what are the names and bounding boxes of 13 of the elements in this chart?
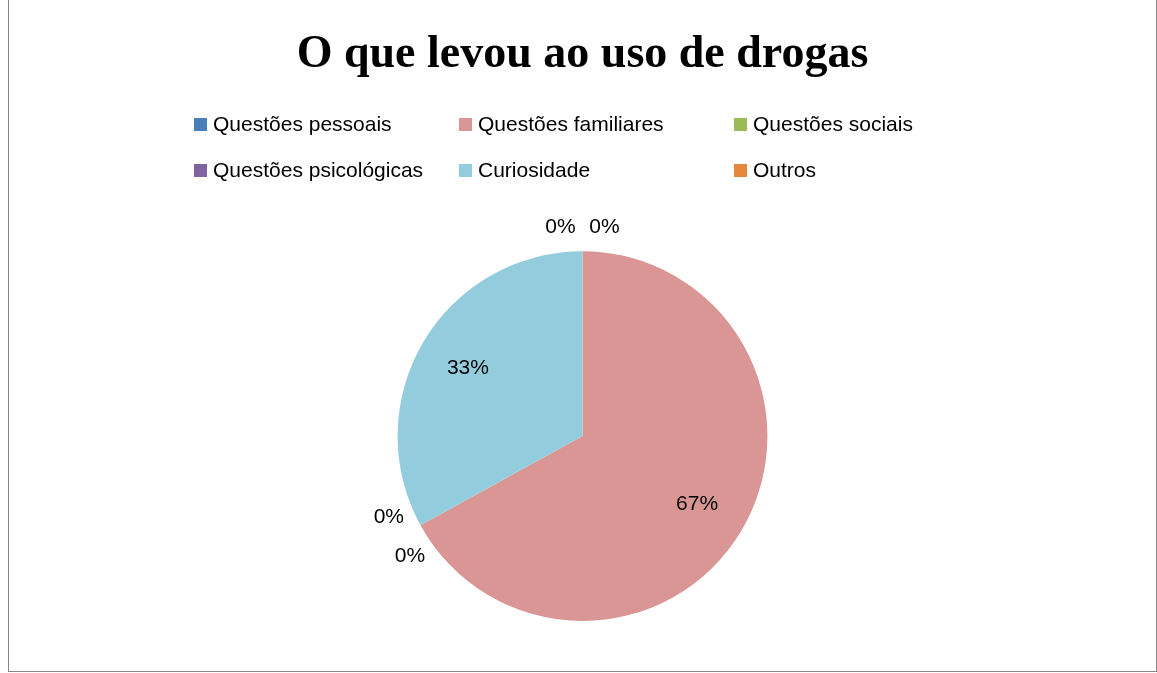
legend-label: Questões familiares xyxy=(477,112,665,136)
legend-label: Questões pessoais xyxy=(212,112,393,136)
data-label: 33% xyxy=(446,355,489,379)
legend-label: Questões sociais xyxy=(752,112,914,136)
text: 0% xyxy=(545,214,576,237)
text: 0% xyxy=(589,214,620,237)
chart-title: O que levou ao uso de drogas xyxy=(296,26,869,78)
legend-label: Curiosidade xyxy=(477,158,592,182)
legend-label: Outros xyxy=(752,158,818,182)
text: 0% xyxy=(394,542,426,566)
text: 0% xyxy=(373,504,405,528)
legend-label: Questões psicológicas xyxy=(212,158,425,182)
data-label: 67% xyxy=(676,490,719,514)
